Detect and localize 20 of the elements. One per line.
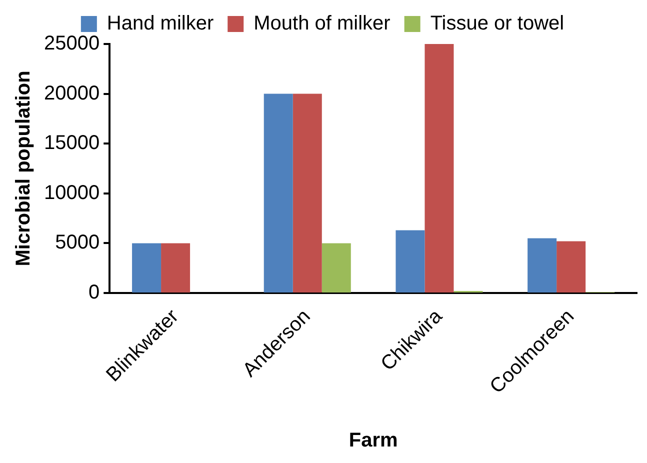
bar [556,241,586,292]
bar [396,230,425,292]
bar [424,44,454,292]
y-tick-label: 5000 [55,232,100,254]
bar [264,94,293,292]
y-tick-label: 0 [88,282,100,304]
legend-label: Mouth of milker [254,12,391,35]
y-tick-label: 25000 [44,32,100,55]
bar [292,94,322,292]
legend-label: Tissue or towel [430,12,564,35]
y-tick-label: 20000 [44,82,100,104]
legend-label: Hand milker [106,12,214,35]
x-axis-title: Farm [348,430,398,452]
y-tick-label: 15000 [44,132,100,154]
y-axis-title: Microbial population [12,70,35,266]
bar [132,243,162,292]
bar [528,238,557,292]
bar [161,243,190,292]
bar [322,243,351,292]
y-tick-label: 10000 [44,182,100,204]
